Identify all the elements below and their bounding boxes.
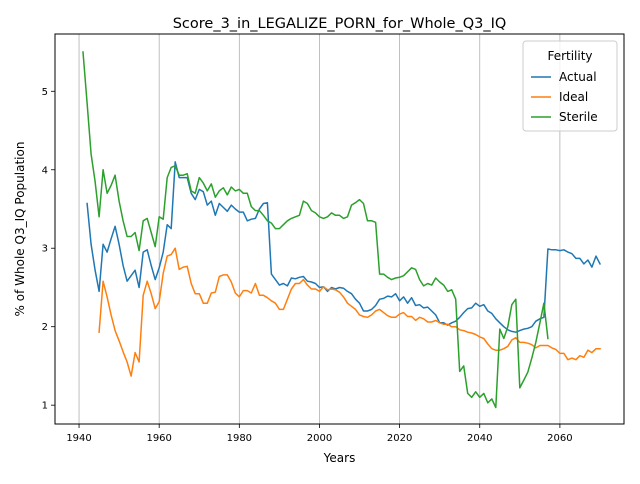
chart-title: Score_3_in_LEGALIZE_PORN_for_Whole_Q3_IQ xyxy=(173,16,507,32)
x-tick-label-2020: 2020 xyxy=(387,433,412,444)
grid-lines xyxy=(78,34,561,424)
x-axis-label: Years xyxy=(323,451,356,465)
x-tick-label-2040: 2040 xyxy=(467,433,492,444)
x-tick-label-1980: 1980 xyxy=(227,433,252,444)
x-tick-label-2060: 2060 xyxy=(547,433,572,444)
y-tick-label-3: 3 xyxy=(42,244,48,255)
legend-label-ideal: Ideal xyxy=(559,90,588,104)
y-axis-ticks: 1 2 3 4 5 xyxy=(42,87,55,412)
plot-area-frame xyxy=(54,33,625,425)
y-tick-label-1: 1 xyxy=(42,401,48,412)
y-tick-label-5: 5 xyxy=(42,87,48,98)
legend-title: Fertility xyxy=(547,49,592,63)
x-tick-label-2000: 2000 xyxy=(307,433,332,444)
series-line-actual xyxy=(86,161,602,333)
chart-legend: Fertility Actual Ideal Sterile xyxy=(522,40,618,132)
y-tick-label-2: 2 xyxy=(42,322,48,333)
x-tick-label-1940: 1940 xyxy=(66,433,91,444)
legend-entries: Actual Ideal Sterile xyxy=(531,70,598,124)
x-tick-label-1960: 1960 xyxy=(146,433,171,444)
y-tick-label-4: 4 xyxy=(42,165,48,176)
series-line-ideal xyxy=(98,247,601,377)
y-axis-label: % of Whole Q3_IQ Population xyxy=(13,142,27,317)
legend-box xyxy=(522,40,618,132)
series-lines xyxy=(82,51,602,409)
legend-label-actual: Actual xyxy=(559,70,597,84)
legend-label-sterile: Sterile xyxy=(559,110,598,124)
x-axis-ticks: 1940 1960 1980 2000 2020 2040 2060 xyxy=(66,424,573,444)
series-line-sterile xyxy=(82,51,549,409)
